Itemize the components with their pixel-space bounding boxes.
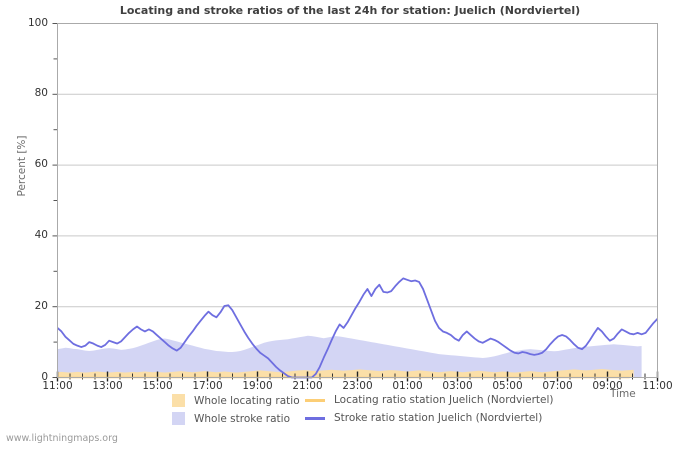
y-tick-label: 60 [34,158,48,171]
legend-swatch-box-icon [172,412,185,425]
x-tick-label: 23:00 [342,380,373,392]
line-stroke-ratio-station [56,277,659,379]
plot-background [57,23,658,378]
area-whole-locating-ratio [57,369,634,378]
plot-frame [57,23,658,378]
legend-item[interactable]: Whole locating ratio [172,394,300,407]
legend-label: Locating ratio station Juelich (Nordvier… [334,394,554,406]
x-tick-label: 21:00 [292,380,323,392]
legend-swatch-line-icon [305,398,325,402]
chart-title: Locating and stroke ratios of the last 2… [119,4,581,17]
x-tick-label: 09:00 [592,380,623,392]
legend-swatch-line-icon [305,416,325,420]
legend-label: Whole locating ratio [194,394,300,407]
area-whole-stroke-ratio [57,335,642,378]
x-tick-label: 03:00 [442,380,473,392]
y-tick-label: 80 [34,87,48,100]
x-tick-label: 11:00 [42,380,73,392]
y-tick-label: 0 [41,370,48,383]
watermark: www.lightningmaps.org [6,433,118,444]
x-tick-label: 07:00 [542,380,573,392]
x-tick-label: 11:00 [642,380,673,392]
legend-item[interactable]: Stroke ratio station Juelich (Nordvierte… [305,412,542,424]
legend-swatch-box-icon [172,394,185,407]
y-tick-label: 20 [34,299,48,312]
x-axis-label: Time [610,388,636,400]
x-tick-label: 05:00 [492,380,523,392]
legend-item[interactable]: Locating ratio station Juelich (Nordvier… [305,394,554,406]
x-tick-label: 13:00 [92,380,123,392]
x-tick-label: 19:00 [242,380,273,392]
x-tick-label: 17:00 [192,380,223,392]
y-tick-label: 40 [34,228,48,241]
legend-label: Stroke ratio station Juelich (Nordvierte… [334,412,543,424]
x-tick-label: 15:00 [142,380,173,392]
legend-item[interactable]: Whole stroke ratio [172,412,290,425]
y-tick-label: 100 [27,16,48,29]
x-tick-label: 01:00 [392,380,423,392]
legend-label: Whole stroke ratio [194,412,290,425]
